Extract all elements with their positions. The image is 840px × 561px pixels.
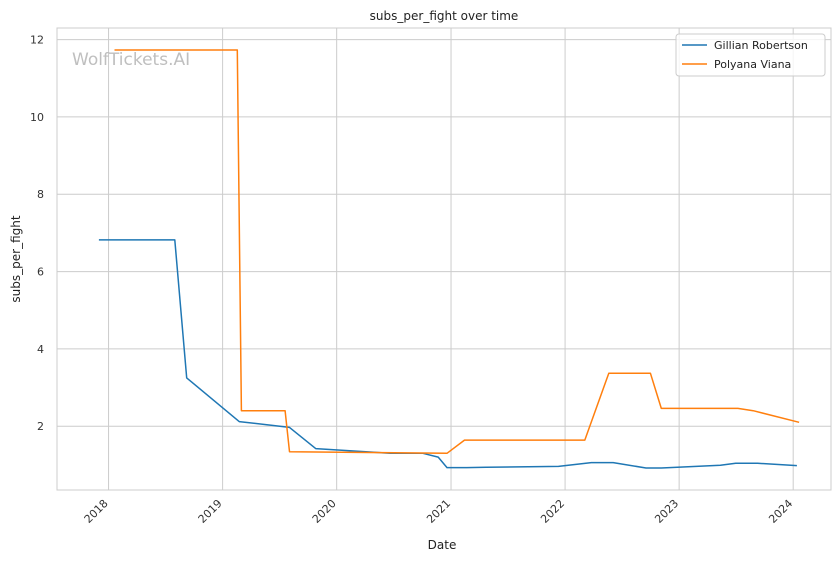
watermark: WolfTickets.AI [72, 50, 190, 70]
x-tick-labels: 2018 2019 2020 2021 2022 2023 2024 [82, 497, 796, 526]
series-lines [98, 49, 800, 469]
y-tick-labels: 2 4 6 8 10 12 [30, 34, 44, 434]
y-tick-label: 2 [37, 420, 44, 433]
x-tick-label: 2024 [766, 497, 795, 526]
series-line-gillian-robertson [98, 239, 797, 469]
y-tick-label: 12 [30, 34, 44, 47]
series-line-polyana-viana [114, 49, 800, 455]
x-tick-label: 2022 [538, 497, 567, 526]
y-tick-label: 6 [37, 266, 44, 279]
plot-frame [56, 27, 832, 491]
y-axis-label: subs_per_fight [9, 215, 23, 302]
x-axis-label: Date [428, 538, 457, 552]
x-tick-label: 2019 [196, 497, 225, 526]
chart-title: subs_per_fight over time [370, 9, 519, 23]
y-tick-label: 10 [30, 111, 44, 124]
y-tick-label: 4 [37, 343, 44, 356]
x-tick-label: 2020 [310, 497, 339, 526]
grid [57, 28, 831, 490]
legend-label-gillian-robertson: Gillian Robertson [714, 39, 808, 52]
legend: Gillian Robertson Polyana Viana [675, 33, 826, 77]
x-tick-label: 2023 [652, 497, 681, 526]
legend-box [675, 33, 826, 77]
legend-label-polyana-viana: Polyana Viana [714, 58, 791, 71]
x-tick-label: 2018 [82, 497, 111, 526]
x-tick-label: 2021 [424, 497, 453, 526]
y-tick-label: 8 [37, 188, 44, 201]
